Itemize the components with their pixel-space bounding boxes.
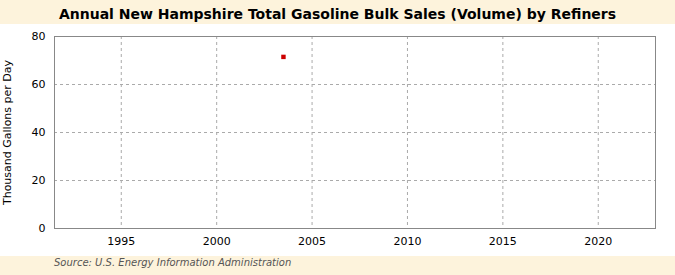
svg-text:2010: 2010 [393,235,421,248]
svg-text:2000: 2000 [203,235,231,248]
svg-text:2015: 2015 [489,235,517,248]
svg-text:20: 20 [32,174,46,187]
svg-text:Thousand Gallons per Day: Thousand Gallons per Day [1,59,14,206]
svg-text:2020: 2020 [584,235,612,248]
svg-text:60: 60 [32,78,46,91]
svg-text:0: 0 [39,222,46,235]
svg-text:40: 40 [32,126,46,139]
svg-text:1995: 1995 [107,235,135,248]
html-text:Source: U.S. Energy Informatio: Source: U.S. Energy Information Administ… [54,257,292,268]
svg-text:80: 80 [32,30,46,43]
html-text:Annual New Hampshire Total Gas: Annual New Hampshire Total Gasoline Bulk… [58,6,617,22]
svg-text:2005: 2005 [298,235,326,248]
